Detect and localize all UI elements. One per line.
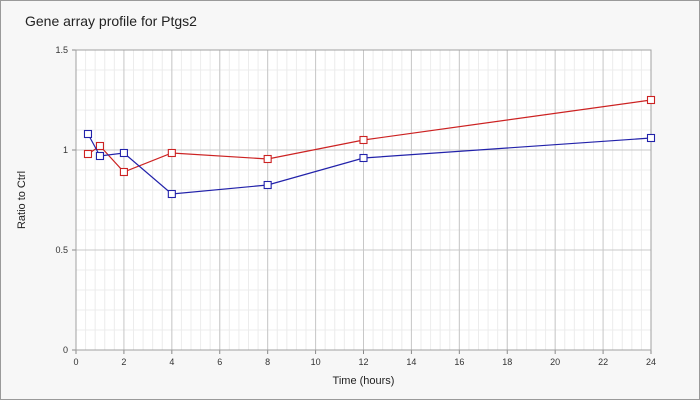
- axes: [72, 49, 652, 354]
- series-2-point: [83, 129, 93, 139]
- x-tick-label: 10: [311, 357, 321, 367]
- x-tick-label: 22: [598, 357, 608, 367]
- series-2-point: [119, 148, 128, 158]
- series-2-point: [167, 189, 176, 199]
- series-1-point: [95, 141, 105, 151]
- x-tick-label: 6: [217, 357, 222, 367]
- series-1-point: [167, 148, 176, 158]
- series-2-point: [263, 180, 272, 190]
- x-axis-label: Time (hours): [333, 375, 395, 387]
- x-tick-label: 14: [406, 357, 416, 367]
- y-tick-labels: 0 0.5 1 1.5: [55, 45, 68, 355]
- y-tick-label: 1: [63, 145, 68, 155]
- chart-title: Gene array profile for Ptgs2: [25, 13, 197, 29]
- y-tick-label: 0.5: [55, 245, 68, 255]
- x-tick-label: 16: [454, 357, 464, 367]
- series-layer: [83, 95, 656, 199]
- y-axis-label: Ratio to Ctrl: [16, 171, 28, 229]
- series-1-point: [263, 154, 272, 164]
- series-2-point: [359, 153, 368, 163]
- x-tick-labels: 0 2 4 6 8 10 12 14 16 18 20 22 24: [73, 357, 656, 367]
- x-tick-label: 12: [358, 357, 368, 367]
- series-2-point: [646, 133, 656, 143]
- x-tick-label: 8: [265, 357, 270, 367]
- x-tick-label: 24: [646, 357, 656, 367]
- x-tick-label: 2: [121, 357, 126, 367]
- x-tick-label: 0: [73, 357, 78, 367]
- x-tick-label: 18: [502, 357, 512, 367]
- series-2-point: [95, 151, 105, 161]
- series-1-point: [359, 135, 368, 145]
- x-tick-label: 4: [169, 357, 174, 367]
- series-1-point: [119, 167, 128, 177]
- y-tick-label: 1.5: [55, 45, 68, 55]
- plot-border: [75, 49, 652, 351]
- y-tick-label: 0: [63, 345, 68, 355]
- x-tick-label: 20: [550, 357, 560, 367]
- series-1-point: [83, 149, 93, 159]
- series-1-point: [646, 95, 656, 105]
